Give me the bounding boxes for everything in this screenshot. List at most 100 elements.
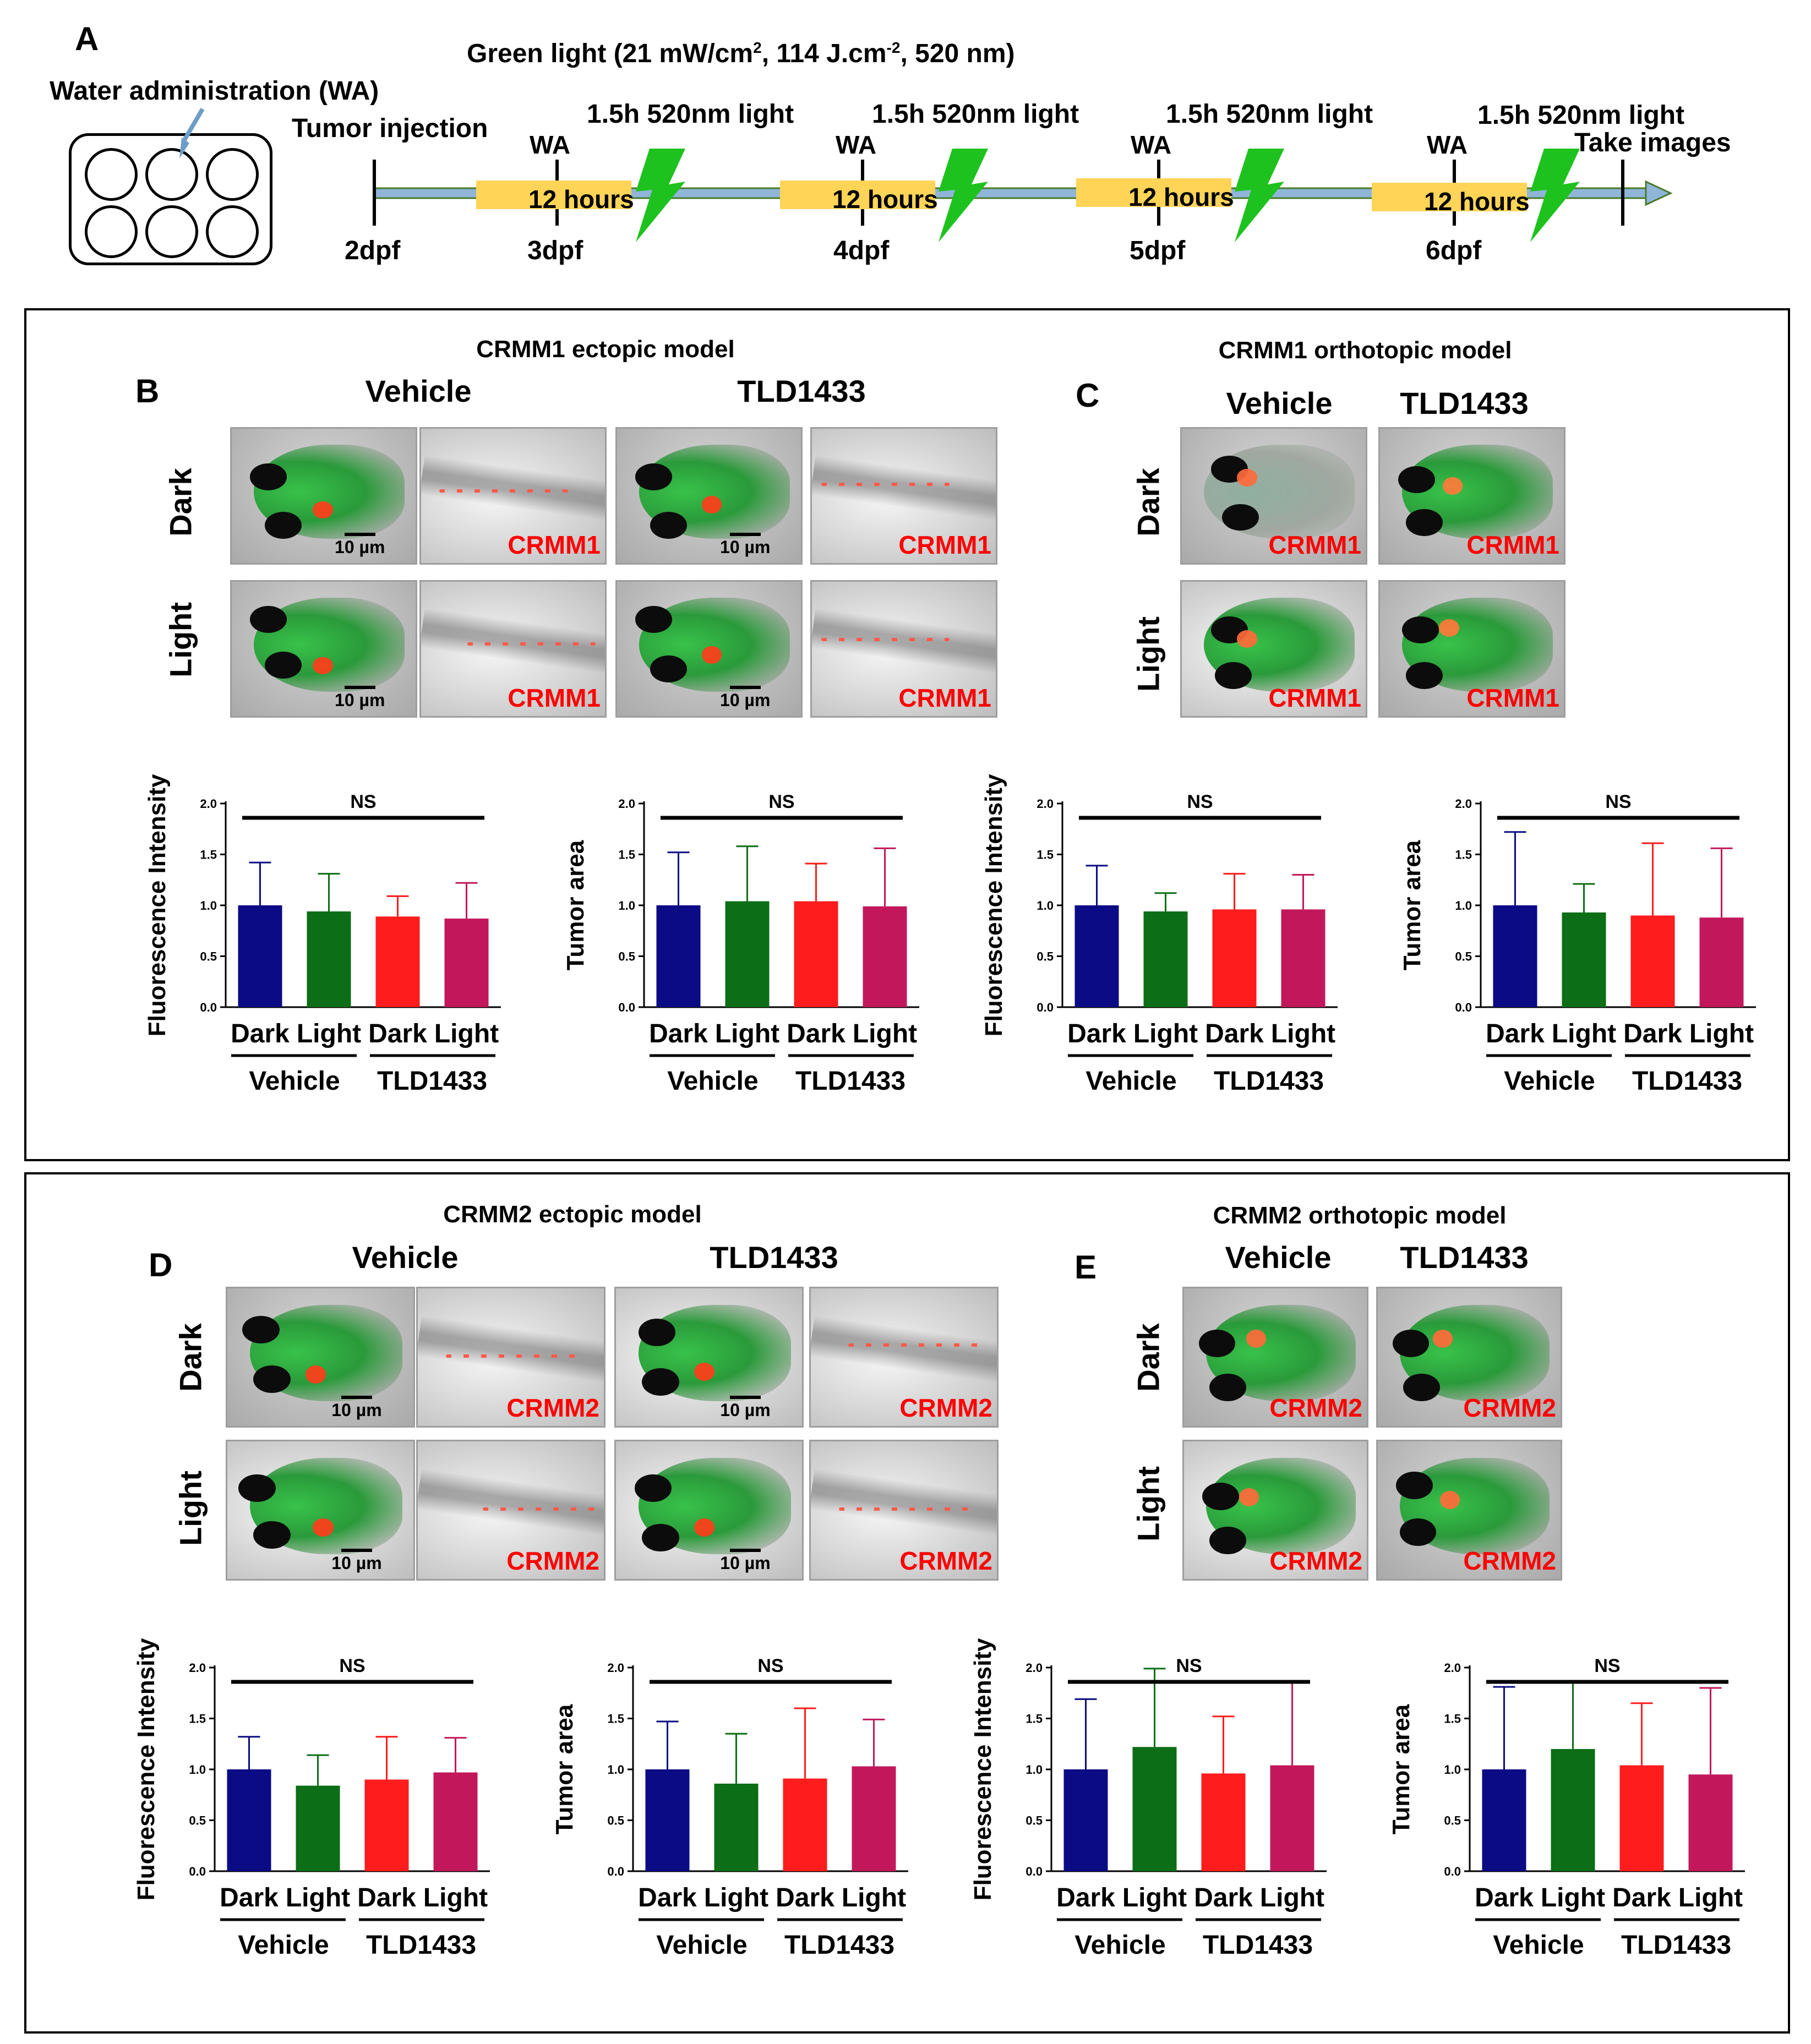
x-tick-label: Dark: [220, 1883, 279, 1912]
micrograph-b-tld-dark-head: 10 µm: [615, 427, 803, 565]
panel-d-light-row: Light: [173, 1471, 208, 1546]
bar: [1270, 1765, 1314, 1871]
micrograph-e-tld-light: CRMM2: [1376, 1440, 1562, 1581]
day-3dpf: 3dpf: [527, 236, 583, 265]
micrograph-b-vehicle-light-head: 10 µm: [230, 580, 417, 718]
bar: [227, 1769, 271, 1871]
y-tick-label: 0.5: [607, 1814, 624, 1828]
y-tick-label: 0.5: [1037, 950, 1054, 964]
bar: [307, 911, 351, 1007]
micrograph-e-tld-dark: CRMM2: [1376, 1287, 1562, 1428]
y-tick-label: 0.0: [1025, 1865, 1043, 1878]
bar: [714, 1783, 759, 1871]
group-label-vehicle: Vehicle: [1074, 1931, 1165, 1960]
bar: [433, 1772, 478, 1871]
y-tick-label: 1.5: [1037, 848, 1054, 862]
bar: [1074, 905, 1119, 1007]
y-axis-label: Fluorescence Intensity: [969, 1638, 996, 1900]
panel-letter-e: E: [1074, 1249, 1097, 1286]
micrograph-b-vehicle-dark-head: 10 µm: [230, 427, 417, 565]
bar: [1551, 1749, 1595, 1871]
y-tick-label: 0.5: [1444, 1814, 1461, 1828]
well-plate-icon: [69, 133, 272, 265]
micrograph-b-tld-light-head: 10 µm: [615, 580, 803, 718]
panel-d-tld-header: TLD1433: [710, 1240, 838, 1275]
y-tick-label: 0.5: [189, 1814, 206, 1828]
panel-b-vehicle-header: Vehicle: [365, 374, 472, 408]
y-tick-label: 2.0: [1025, 1661, 1043, 1675]
x-tick-label: Light: [704, 1883, 768, 1912]
light-title: Green light (21 mW/cm2, 114 J.cm-2, 520 …: [467, 39, 1015, 68]
chart-d-fluorescence: Fluorescence Intensity 0.0 0.5 1.0 1.5 2.0 Dar…: [133, 1638, 490, 1960]
x-tick-label: Dark: [368, 1019, 427, 1048]
day-5dpf: 5dpf: [1130, 236, 1186, 265]
x-tick-label: Light: [1271, 1019, 1335, 1048]
bar: [238, 905, 282, 1007]
light-step-2: 1.5h 520nm light: [872, 100, 1079, 129]
group-label-tld: TLD1433: [377, 1067, 487, 1096]
y-tick-label: 0.5: [1455, 950, 1472, 964]
panel-c-light-row: Light: [1131, 616, 1166, 692]
x-tick-label: Dark: [649, 1019, 708, 1048]
significance-label: NS: [757, 1655, 783, 1676]
y-tick-label: 2.0: [189, 1661, 206, 1675]
x-tick-label: Light: [1678, 1883, 1743, 1912]
y-tick-label: 0.5: [200, 950, 217, 964]
bar: [1619, 1765, 1664, 1871]
x-tick-label: Dark: [1205, 1019, 1264, 1048]
bar: [656, 905, 701, 1007]
panel-e-vehicle-header: Vehicle: [1225, 1240, 1332, 1275]
micrograph-d-vehicle-light-head: 10 µm: [226, 1440, 415, 1581]
group-label-tld: TLD1433: [366, 1931, 476, 1960]
y-tick-label: 2.0: [1037, 797, 1054, 811]
micrograph-d-vehicle-light-tail: CRMM2: [416, 1440, 606, 1581]
bar: [444, 919, 489, 1007]
group-label-tld: TLD1433: [1203, 1931, 1313, 1960]
wa-label-1: WA: [530, 130, 571, 159]
y-tick-label: 1.5: [189, 1712, 206, 1726]
y-tick-label: 0.5: [1025, 1814, 1043, 1828]
group-label-vehicle: Vehicle: [667, 1067, 758, 1096]
group-label-vehicle: Vehicle: [1493, 1931, 1584, 1960]
day-6dpf: 6dpf: [1426, 236, 1482, 265]
y-tick-label: 1.5: [618, 848, 635, 862]
y-tick-label: 2.0: [1444, 1661, 1461, 1675]
bar: [1212, 909, 1257, 1007]
panel-letter-d: D: [149, 1247, 173, 1283]
panel-c-dark-row: Dark: [1131, 468, 1166, 537]
y-tick-label: 0.0: [1455, 1001, 1472, 1014]
micrograph-b-vehicle-light-tail: CRMM1: [419, 580, 607, 718]
panel-d-vehicle-header: Vehicle: [352, 1240, 459, 1275]
significance-label: NS: [339, 1655, 365, 1676]
panel-e-dark-row: Dark: [1131, 1323, 1166, 1392]
micrograph-d-tld-light-head: 10 µm: [614, 1440, 804, 1581]
bar: [645, 1769, 690, 1871]
panel-b-tld-header: TLD1433: [737, 374, 866, 408]
bar: [725, 901, 770, 1007]
micrograph-c-tld-dark: CRMM1: [1378, 427, 1565, 565]
wa-label-2: WA: [836, 130, 877, 159]
light-step-1: 1.5h 520nm light: [587, 100, 794, 129]
hours-label-4: 12 hours: [1424, 187, 1530, 216]
group-label-tld: TLD1433: [1214, 1067, 1324, 1096]
y-axis-label: Fluorescence Intensity: [144, 774, 171, 1036]
group-label-tld: TLD1433: [784, 1931, 894, 1960]
bar: [794, 901, 838, 1007]
crmm2-box: [24, 1172, 1790, 2034]
bar: [1063, 1769, 1108, 1871]
wa-label-3: WA: [1131, 130, 1172, 159]
chart-c-fluorescence: Fluorescence Intensity 0.0 0.5 1.0 1.5 2.0 Dar…: [980, 774, 1338, 1096]
group-label-vehicle: Vehicle: [1504, 1067, 1595, 1096]
y-tick-label: 2.0: [607, 1661, 624, 1675]
day-2dpf: 2dpf: [345, 236, 401, 265]
x-tick-label: Light: [1552, 1019, 1616, 1048]
x-tick-label: Light: [1260, 1883, 1324, 1912]
y-tick-label: 1.5: [1444, 1712, 1461, 1726]
micrograph-c-vehicle-dark: CRMM1: [1180, 427, 1367, 565]
panel-b-light-row: Light: [163, 602, 198, 677]
micrograph-e-vehicle-dark: CRMM2: [1182, 1287, 1368, 1428]
panel-c-title: CRMM1 orthotopic model: [1218, 337, 1512, 364]
x-tick-label: Light: [434, 1019, 499, 1048]
x-tick-label: Dark: [1067, 1019, 1126, 1048]
